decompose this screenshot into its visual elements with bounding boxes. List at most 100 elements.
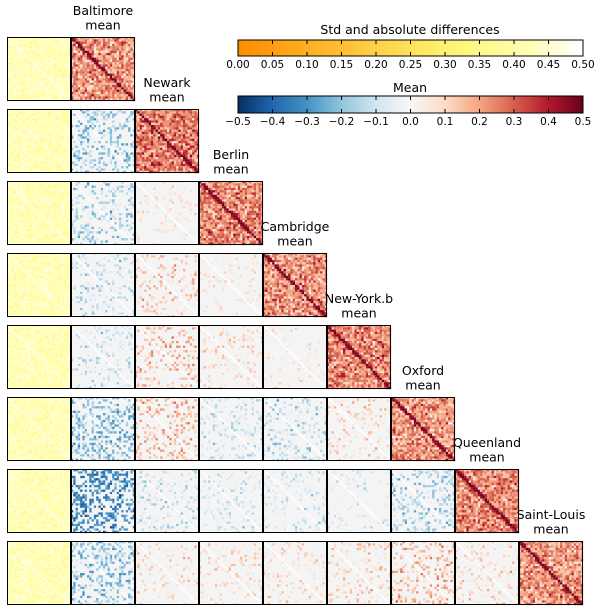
heatmap-cell [32,75,35,79]
heatmap-cell [20,131,24,135]
heatmap-cell [169,125,172,128]
heatmap-cell [116,159,120,162]
heatmap-cell [34,111,37,114]
heatmap-cell [173,113,177,117]
heatmap-cell [116,163,120,167]
heatmap-cell [25,64,28,67]
heatmap-cell [18,136,21,139]
heatmap-cell [135,168,138,171]
heatmap-cell [71,150,74,153]
heatmap-cell [52,181,56,184]
heatmap-cell [171,115,175,119]
heatmap-cell [23,190,26,193]
heatmap-cell [52,141,56,144]
heatmap-cell [9,48,12,51]
heatmap-cell [23,150,26,153]
mean-colorbar-ticks: −0.5 −0.4 −0.3 −0.2 −0.1 0.0 0.1 0.2 0.3 0.4 0.5 [225,96,591,128]
heatmap-cell [77,73,81,77]
heatmap-cell [103,87,106,90]
heatmap-cell [171,122,175,126]
heatmap-cell [7,170,10,174]
heatmap-cell [32,59,35,63]
heatmap-cell [27,129,31,133]
heatmap-cell [39,80,42,83]
heatmap-cell [109,64,113,67]
heatmap-cell [68,231,72,234]
heatmap-cell [39,55,42,58]
heatmap-cell [7,147,10,151]
heatmap-cell [77,192,81,195]
heatmap-cell [123,85,127,88]
heatmap-cell [50,37,53,40]
heatmap-cell [100,143,104,146]
heatmap-cell [112,141,115,144]
heatmap-cell [128,115,131,119]
heatmap-cell [16,109,19,112]
heatmap-cell [57,233,60,237]
heatmap-cell [57,98,60,102]
heatmap-cell [93,122,97,126]
heatmap-cell [77,199,81,202]
heatmap-cell [18,224,21,227]
heatmap-cell [114,75,117,79]
heatmap-cell [141,115,145,119]
heatmap-cell [87,154,90,158]
heatmap-cell [144,129,147,133]
heatmap-cell [116,134,120,137]
heatmap-cell [45,199,49,202]
heatmap-cell [64,203,67,207]
heatmap-cell [16,57,19,61]
heatmap-cell [73,147,76,151]
std-panel-baltimore-frame [7,37,71,101]
heatmap-cell [89,163,92,167]
heatmap-cell [29,194,33,198]
heatmap-cell [7,229,10,232]
heatmap-cell [45,96,49,99]
heatmap-cell [50,125,53,128]
heatmap-cell [141,134,145,137]
heatmap-cell [171,145,175,149]
heatmap-cell [89,43,92,47]
heatmap-cell [20,59,24,63]
heatmap-cell [153,170,156,174]
heatmap-cell [107,136,111,139]
heatmap-cell [71,185,74,189]
heatmap-cell [7,145,10,149]
heatmap-cell [36,159,40,162]
heatmap-cell [125,94,129,97]
heatmap-cell [121,82,124,86]
heatmap-cell [64,145,67,149]
heatmap-cell [82,141,85,144]
heatmap-cell [68,57,72,61]
heatmap-cell [155,136,159,139]
heatmap-cell [123,183,127,186]
heatmap-cell [185,125,188,128]
heatmap-cell [52,210,56,214]
heatmap-cell [59,87,63,90]
heatmap-cell [187,150,191,153]
heatmap-cell [68,185,72,189]
heatmap-cell [57,113,60,117]
heatmap-cell [196,141,200,144]
heatmap-cell [55,152,58,155]
heatmap-cell [80,89,83,93]
heatmap-cell [151,129,154,133]
heatmap-cell [9,125,12,128]
heatmap-cell [89,87,92,90]
heatmap-cell [71,125,74,128]
heatmap-cell [167,147,170,151]
heatmap-cell [68,127,72,130]
heatmap-cell [34,55,37,58]
heatmap-cell [114,66,117,70]
heatmap-cell [103,66,106,70]
heatmap-cell [20,231,24,234]
heatmap-cell [80,41,83,45]
heatmap-cell [34,66,37,70]
heatmap-cell [9,64,12,67]
heatmap-cell [105,120,108,123]
heatmap-cell [39,138,42,142]
heatmap-cell [50,57,53,61]
heatmap-cell [107,89,111,93]
heatmap-cell [176,131,179,135]
heatmap-cell [64,118,67,121]
